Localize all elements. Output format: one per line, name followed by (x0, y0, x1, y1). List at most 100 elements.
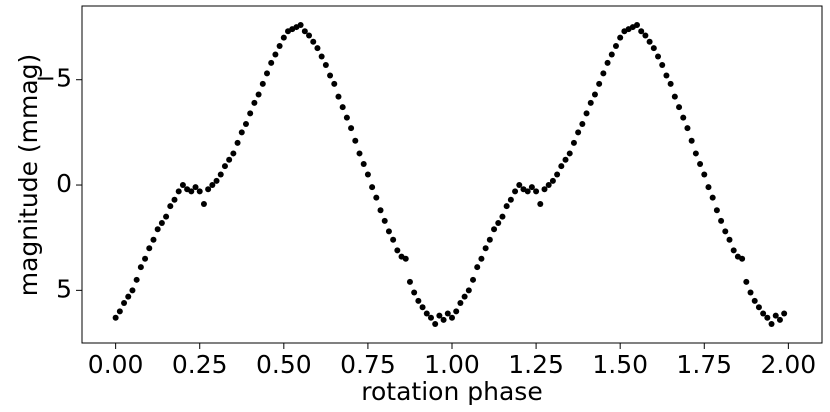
data-point (575, 129, 582, 136)
data-point (663, 72, 670, 79)
data-point (722, 228, 729, 235)
data-point (137, 264, 144, 271)
data-point (457, 299, 464, 306)
data-point (470, 276, 477, 283)
data-point (360, 160, 367, 167)
data-point (411, 289, 418, 296)
data-point (179, 182, 186, 189)
data-point (339, 104, 346, 111)
data-point (280, 34, 287, 41)
data-point (659, 61, 666, 68)
data-point (449, 314, 455, 321)
y-tick-label: 0 (56, 169, 72, 198)
data-point (369, 184, 376, 191)
data-point (125, 293, 132, 300)
data-point (579, 120, 586, 127)
data-point (150, 236, 157, 243)
data-point (608, 51, 615, 58)
data-point (482, 245, 489, 252)
data-point (444, 310, 451, 317)
data-point (427, 314, 434, 321)
data-point (394, 247, 401, 254)
data-point (701, 171, 708, 178)
data-point (747, 289, 754, 296)
data-point (583, 110, 590, 117)
data-point (516, 182, 523, 189)
data-point (335, 93, 342, 100)
data-point (713, 207, 720, 214)
data-point (461, 293, 468, 300)
data-point (667, 80, 674, 87)
data-point (247, 110, 254, 117)
data-point (772, 312, 779, 319)
data-point (709, 194, 716, 201)
data-point (415, 297, 422, 304)
data-point (764, 314, 771, 321)
data-point (558, 163, 565, 170)
data-point (617, 34, 624, 41)
data-point (121, 299, 128, 306)
x-tick-label: 0.50 (256, 350, 312, 379)
data-point (541, 186, 548, 193)
data-point (188, 188, 195, 195)
data-point (406, 278, 413, 285)
data-point (591, 91, 598, 98)
data-point (650, 45, 657, 52)
data-point (755, 304, 762, 311)
data-point (154, 226, 161, 233)
x-tick-label: 0.75 (340, 350, 396, 379)
data-point (705, 184, 712, 191)
data-point (697, 160, 704, 167)
data-point (537, 200, 544, 207)
data-point (465, 287, 472, 294)
data-point (545, 182, 552, 189)
data-point (554, 171, 561, 178)
data-point (318, 53, 325, 60)
data-point (385, 228, 392, 235)
data-point (221, 163, 228, 170)
data-point (327, 72, 334, 79)
data-point (343, 114, 350, 121)
data-point (297, 21, 304, 28)
data-point (533, 188, 540, 195)
data-point (646, 38, 653, 45)
plot-frame (81, 5, 823, 344)
data-point (348, 125, 355, 132)
data-point (217, 171, 224, 178)
data-point (352, 137, 359, 144)
data-point (209, 182, 216, 189)
data-point (402, 255, 409, 262)
data-point (718, 217, 725, 224)
data-point (364, 171, 371, 178)
data-point (726, 236, 733, 243)
x-tick-label: 2.00 (761, 350, 817, 379)
y-tick-label: −5 (35, 64, 72, 93)
data-point (486, 236, 493, 243)
data-point (390, 236, 397, 243)
data-point (234, 139, 241, 146)
data-point (306, 32, 313, 39)
data-point (314, 45, 321, 52)
data-point (566, 150, 573, 157)
data-point (436, 312, 443, 319)
x-axis-label: rotation phase (361, 377, 542, 406)
data-point (688, 137, 695, 144)
x-tick-label: 1.50 (592, 350, 648, 379)
data-point (655, 53, 662, 60)
data-point (192, 184, 199, 191)
data-point (242, 120, 249, 127)
data-point (171, 196, 178, 203)
data-point (146, 245, 153, 252)
data-point (768, 321, 775, 328)
x-tick-label: 1.75 (676, 350, 732, 379)
data-point (642, 32, 649, 39)
data-point (419, 304, 426, 311)
data-point (230, 150, 237, 157)
data-point (499, 213, 506, 220)
data-point (268, 59, 275, 66)
data-point (133, 276, 140, 283)
x-tick-label: 0.25 (172, 350, 228, 379)
data-point (251, 99, 258, 106)
data-point (524, 188, 531, 195)
data-point (356, 150, 363, 157)
